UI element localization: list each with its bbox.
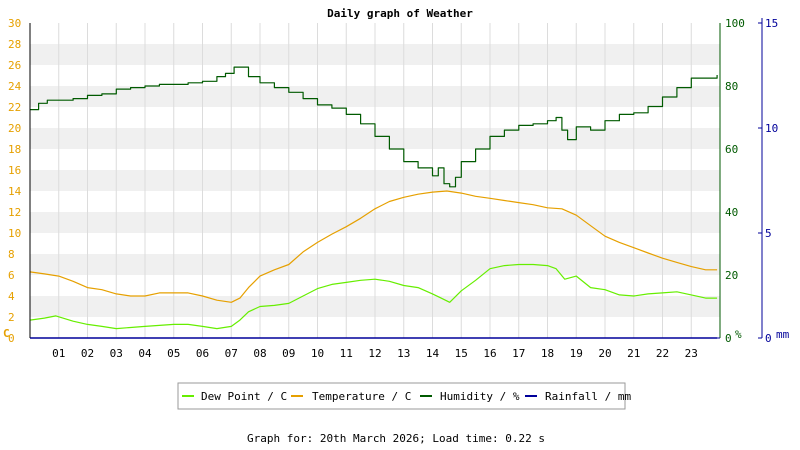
humidity-tick-label: 0 [725, 332, 732, 345]
chart-title: Daily graph of Weather [327, 7, 473, 20]
series-dew-point-line [29, 263, 718, 330]
left-tick-label: 24 [8, 80, 22, 93]
x-tick-label: 22 [656, 347, 669, 360]
x-tick-label: 15 [455, 347, 468, 360]
x-tick-label: 09 [282, 347, 295, 360]
legend-label-temperature: Temperature / C [312, 390, 411, 403]
x-tick-label: 14 [426, 347, 440, 360]
rain-tick-label: 10 [765, 122, 778, 135]
left-tick-label: 26 [8, 59, 21, 72]
x-tick-label: 10 [311, 347, 324, 360]
x-axis-ticks: 01 02 03 04 05 06 07 08 09 10 11 12 13 14 15 16 17 18 19 20… [52, 347, 698, 360]
left-tick-label: 2 [8, 311, 15, 324]
left-tick-label: 12 [8, 206, 21, 219]
x-tick-label: 23 [685, 347, 698, 360]
x-tick-label: 20 [598, 347, 611, 360]
left-axis-unit: C [3, 327, 10, 340]
x-tick-label: 06 [196, 347, 209, 360]
left-tick-label: 30 [8, 17, 21, 30]
footer-text: Graph for: 20th March 2026; Load time: 0… [247, 432, 545, 445]
rain-axis-unit: mm [776, 328, 790, 341]
legend-label-dew-point: Dew Point / C [201, 390, 287, 403]
left-tick-label: 8 [8, 248, 15, 261]
left-tick-label: 0 [8, 332, 15, 345]
left-tick-label: 18 [8, 143, 21, 156]
left-tick-label: 16 [8, 164, 21, 177]
x-tick-label: 19 [570, 347, 583, 360]
humidity-tick-label: 100 [725, 17, 745, 30]
left-tick-label: 28 [8, 38, 21, 51]
series-humidity-line [30, 66, 718, 188]
x-tick-label: 17 [512, 347, 525, 360]
legend-label-humidity: Humidity / % [440, 390, 520, 403]
x-tick-label: 16 [483, 347, 496, 360]
x-tick-label: 07 [225, 347, 238, 360]
x-tick-label: 12 [368, 347, 381, 360]
humidity-tick-label: 40 [725, 206, 738, 219]
x-tick-label: 13 [397, 347, 410, 360]
left-tick-label: 4 [8, 290, 15, 303]
rain-axis-ticks: 0 5 10 15 [758, 17, 778, 345]
rain-tick-label: 5 [765, 227, 772, 240]
x-tick-label: 04 [138, 347, 152, 360]
x-tick-label: 21 [627, 347, 640, 360]
humidity-tick-label: 60 [725, 143, 738, 156]
legend-label-rainfall: Rainfall / mm [545, 390, 631, 403]
x-tick-label: 03 [110, 347, 123, 360]
rain-tick-label: 0 [765, 332, 772, 345]
x-tick-label: 05 [167, 347, 180, 360]
left-tick-label: 14 [8, 185, 22, 198]
series-temperature-line [29, 190, 718, 303]
left-tick-label: 6 [8, 269, 15, 282]
legend: Dew Point / C Temperature / C Humidity /… [177, 382, 631, 410]
left-tick-label: 22 [8, 101, 21, 114]
rain-tick-label: 15 [765, 17, 778, 30]
humidity-axis-unit: % [735, 328, 742, 341]
left-tick-label: 10 [8, 227, 21, 240]
humidity-tick-label: 80 [725, 80, 738, 93]
left-tick-label: 20 [8, 122, 21, 135]
x-tick-label: 11 [340, 347, 353, 360]
humidity-tick-label: 20 [725, 269, 738, 282]
humidity-axis-ticks: 0 20 40 60 80 100 [725, 17, 745, 345]
legend-box [177, 382, 626, 410]
x-tick-label: 02 [81, 347, 94, 360]
x-tick-label: 18 [541, 347, 554, 360]
x-tick-label: 08 [253, 347, 266, 360]
x-tick-label: 01 [52, 347, 65, 360]
